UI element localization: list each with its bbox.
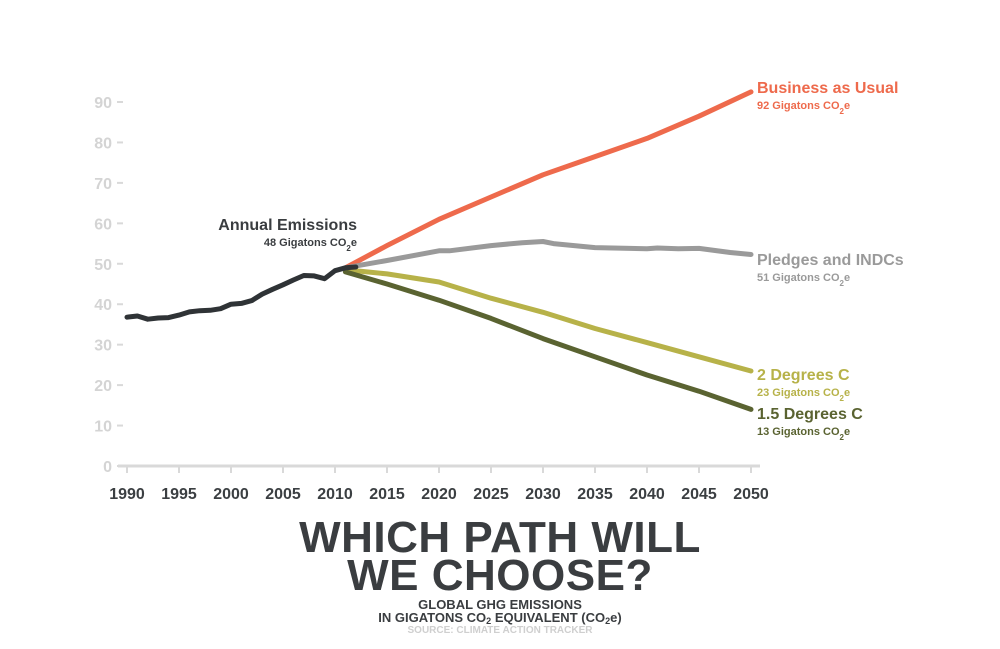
chart-subtitle-line-1: GLOBAL GHG EMISSIONS bbox=[418, 597, 582, 612]
note-annual-emissions: 48 Gigatons CO2e bbox=[264, 237, 357, 253]
note-business-as-usual: 92 Gigatons CO2e bbox=[757, 100, 850, 116]
label-annual-emissions: Annual Emissions bbox=[218, 217, 357, 234]
label-2-degrees-c: 2 Degrees C bbox=[757, 367, 850, 384]
x-tick-label: 2005 bbox=[265, 486, 301, 503]
chart-subtitle-line-2: IN GIGATONS CO2 EQUIVALENT (CO2e) bbox=[378, 610, 622, 626]
x-tick-label: 2050 bbox=[733, 486, 769, 503]
x-tick-label: 2000 bbox=[213, 486, 249, 503]
label-business-as-usual: Business as Usual bbox=[757, 80, 898, 97]
x-tick-label: 2035 bbox=[577, 486, 613, 503]
x-tick-label: 2015 bbox=[369, 486, 405, 503]
note-1-5-degrees-c: 13 Gigatons CO2e bbox=[757, 426, 850, 442]
series-line-business-as-usual bbox=[342, 89, 754, 271]
y-tick-label: 90 bbox=[94, 95, 112, 112]
series-line-1-5-degrees-c bbox=[342, 269, 754, 412]
y-tick-label: 20 bbox=[94, 378, 112, 395]
note-pledges-and-indcs: 51 Gigatons CO2e bbox=[757, 272, 850, 288]
series-lines bbox=[124, 89, 754, 412]
y-tick-label: 0 bbox=[103, 459, 112, 476]
x-tick-label: 2040 bbox=[629, 486, 665, 503]
x-tick-label: 1990 bbox=[109, 486, 145, 503]
x-tick-label: 2045 bbox=[681, 486, 717, 503]
series-line-annual-emissions bbox=[124, 264, 359, 322]
chart-title-line-2: WE CHOOSE? bbox=[347, 551, 653, 600]
chart-source: SOURCE: CLIMATE ACTION TRACKER bbox=[407, 625, 593, 636]
x-tick-label: 2020 bbox=[421, 486, 457, 503]
y-tick-label: 80 bbox=[94, 135, 112, 152]
x-tick-label: 1995 bbox=[161, 486, 197, 503]
y-tick-label: 40 bbox=[94, 297, 112, 314]
x-tick-label: 2010 bbox=[317, 486, 353, 503]
y-tick-label: 50 bbox=[94, 257, 112, 274]
x-tick-label: 2030 bbox=[525, 486, 561, 503]
y-tick-label: 60 bbox=[94, 216, 112, 233]
y-tick-label: 70 bbox=[94, 176, 112, 193]
note-2-degrees-c: 23 Gigatons CO2e bbox=[757, 387, 850, 403]
y-tick-label: 10 bbox=[94, 419, 112, 436]
x-tick-label: 2025 bbox=[473, 486, 509, 503]
chart-title-line-1: WHICH PATH WILL bbox=[299, 513, 701, 562]
label-pledges-and-indcs: Pledges and INDCs bbox=[757, 252, 904, 269]
series-line-pledges-and-indcs bbox=[342, 239, 754, 271]
y-tick-label: 30 bbox=[94, 338, 112, 355]
axes: 1990 1995 2000 2005 2010 2015 2020 2025 2030 2035… bbox=[94, 95, 769, 503]
series-labels: Annual Emissions 48 Gigatons CO2e Business… bbox=[218, 80, 904, 442]
series-line-2-degrees-c bbox=[342, 267, 754, 374]
label-1-5-degrees-c: 1.5 Degrees C bbox=[757, 406, 863, 423]
